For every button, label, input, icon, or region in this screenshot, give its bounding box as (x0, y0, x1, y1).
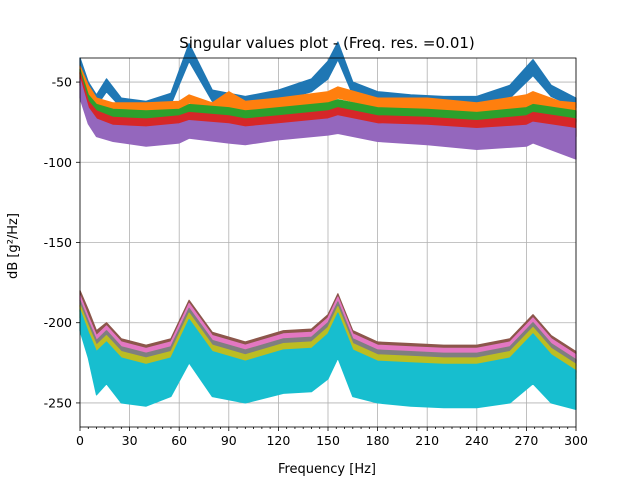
y-tick-label: -250 (44, 395, 72, 410)
y-axis-ticks: -50 -100 -150 -200 -250 (44, 75, 80, 410)
x-axis-label: Frequency [Hz] (278, 462, 376, 477)
x-tick-label: 90 (221, 433, 237, 448)
y-tick-label: -150 (44, 235, 72, 250)
x-tick-label: 270 (514, 433, 538, 448)
x-tick-label: 60 (171, 433, 187, 448)
x-tick-label: 30 (122, 433, 138, 448)
chart-title: Singular values plot - (Freq. res. =0.01… (179, 34, 475, 52)
y-tick-label: -50 (52, 75, 72, 90)
plot-series (79, 41, 577, 410)
x-tick-label: 300 (564, 433, 588, 448)
x-tick-label: 210 (415, 433, 439, 448)
y-tick-label: -200 (44, 315, 72, 330)
x-tick-label: 240 (465, 433, 489, 448)
x-tick-label: 180 (366, 433, 390, 448)
x-tick-label: 150 (316, 433, 340, 448)
y-axis-label: dB [g²/Hz] (6, 213, 21, 279)
x-tick-label: 120 (266, 433, 290, 448)
x-axis-ticks: 0 30 60 90 120 150 180 210 240 270 300 (76, 427, 588, 448)
x-tick-label: 0 (76, 433, 84, 448)
y-tick-label: -100 (44, 155, 72, 170)
